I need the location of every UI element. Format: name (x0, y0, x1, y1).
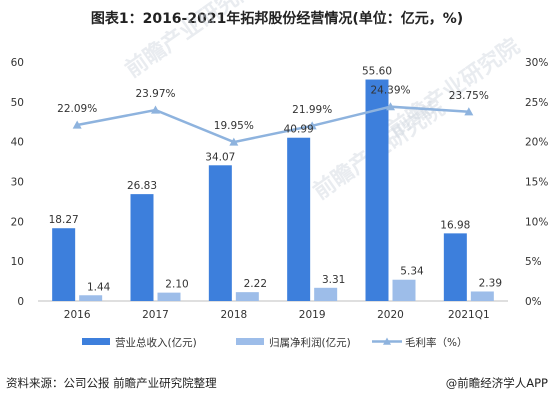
revenue-label: 18.27 (49, 214, 79, 226)
revenue-bar (443, 233, 467, 301)
profit-bar (235, 292, 259, 301)
margin-marker (386, 102, 395, 111)
y-right-tick-label: 5% (525, 256, 542, 268)
y-left-tick-label: 20 (11, 216, 24, 228)
brand-credit: @前瞻经济学人APP (445, 376, 548, 390)
y-left-tick-label: 30 (11, 177, 24, 189)
watermark-text: 前瞻产业研究院 (121, 0, 262, 83)
profit-bar (157, 292, 181, 301)
legend-swatch (236, 338, 264, 345)
margin-label: 19.95% (214, 120, 254, 132)
profit-label: 3.31 (322, 274, 345, 286)
legend-label: 营业总收入(亿元) (115, 336, 197, 349)
legend-label: 归属净利润(亿元) (269, 336, 351, 349)
legend-label: 毛利率（%） (405, 336, 467, 349)
revenue-label: 55.60 (362, 66, 392, 78)
margin-marker (464, 107, 474, 116)
profit-label: 2.22 (244, 278, 267, 290)
y-right-tick-label: 15% (525, 177, 548, 189)
x-tick-label: 2019 (299, 309, 326, 321)
revenue-label: 34.07 (205, 151, 235, 163)
margin-label: 21.99% (292, 104, 332, 116)
profit-label: 2.10 (165, 279, 188, 291)
profit-label: 2.39 (479, 277, 502, 289)
x-tick-label: 2017 (142, 309, 169, 321)
y-right-tick-label: 20% (525, 137, 548, 149)
revenue-label: 40.99 (284, 124, 314, 136)
margin-polyline (76, 105, 469, 144)
y-right-tick-label: 30% (525, 57, 548, 69)
legend-swatch-marker (383, 337, 391, 345)
margin-marker (307, 121, 317, 130)
y-left-tick-label: 10 (11, 256, 24, 268)
margin-marker (72, 120, 82, 129)
x-tick-label: 2021Q1 (448, 309, 490, 321)
margin-marker (151, 105, 160, 114)
axes: 0 10 20 30 40 50 60 0% 5% 10% 15% 20% 25% 30% 2016 2017… (11, 57, 549, 321)
bars (52, 79, 494, 301)
revenue-bar (365, 79, 389, 301)
margin-label: 24.39% (370, 85, 410, 97)
revenue-bar (130, 194, 154, 301)
revenue-label: 16.98 (440, 219, 470, 231)
y-right-tick-label: 0% (525, 296, 542, 308)
revenue-bar (287, 137, 311, 301)
x-tick-label: 2016 (64, 309, 91, 321)
y-left-tick-label: 60 (11, 57, 24, 69)
chart: 前瞻产业研究院前瞻产业研究院前瞻产业研究院 0 10 20 30 40 50 60 0% 5% 1… (11, 0, 549, 349)
revenue-bar (208, 165, 232, 301)
source-note: 资料来源：公司公报 前瞻产业研究院整理 (6, 376, 217, 390)
y-right-tick-label: 25% (525, 97, 548, 109)
y-left-tick-label: 50 (11, 97, 24, 109)
y-left-tick-label: 40 (11, 137, 24, 149)
watermarks: 前瞻产业研究院前瞻产业研究院前瞻产业研究院 (121, 0, 525, 205)
y-left-tick-label: 0 (17, 296, 24, 308)
profit-bar (79, 295, 103, 301)
revenue-bar (52, 228, 76, 301)
margin-marker (229, 137, 239, 146)
data-labels: 18.27 26.83 34.07 40.99 55.60 16.98 1.44 2.10 2.… (49, 66, 502, 294)
profit-bar (392, 279, 416, 301)
margin-label: 23.75% (449, 90, 489, 102)
chart-title: 图表1：2016-2021年拓邦股份经营情况(单位：亿元，%) (90, 11, 464, 27)
x-tick-label: 2020 (377, 309, 404, 321)
revenue-label: 26.83 (127, 180, 157, 192)
margin-label: 22.09% (57, 103, 97, 115)
margin-line (72, 102, 474, 146)
profit-bar (470, 291, 494, 301)
profit-label: 5.34 (400, 266, 424, 278)
y-right-tick-label: 10% (525, 216, 548, 228)
profit-bar (314, 287, 338, 301)
legend: 营业总收入(亿元) 归属净利润(亿元) 毛利率（%） (82, 336, 467, 349)
x-tick-label: 2018 (220, 309, 247, 321)
legend-swatch (82, 338, 110, 345)
margin-label: 23.97% (135, 88, 175, 100)
profit-label: 1.44 (87, 281, 111, 293)
